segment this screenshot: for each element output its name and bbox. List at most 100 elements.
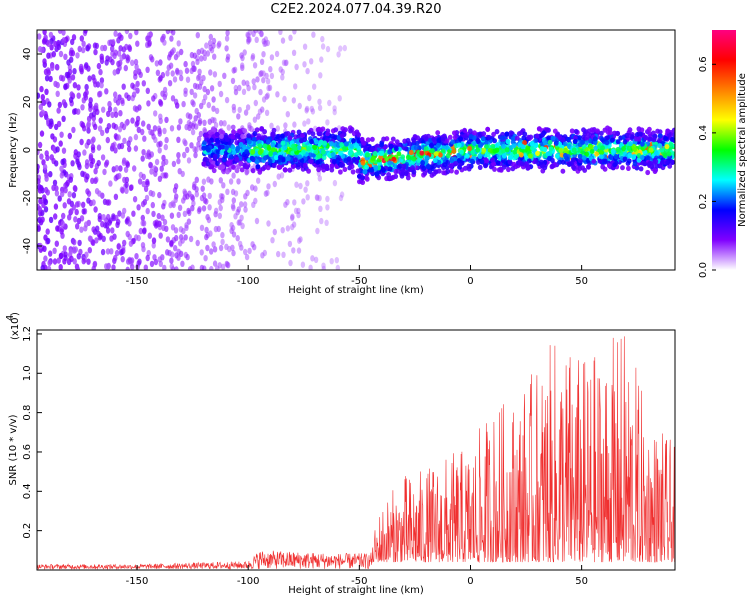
heatmap-noise-blob: [269, 54, 275, 61]
heatmap-noise-blob: [55, 146, 60, 153]
heatmap-noise-blob: [130, 59, 135, 66]
heatmap-noise-blob: [86, 120, 92, 128]
heatmap-noise-blob: [76, 84, 81, 91]
heatmap-noise-blob: [176, 124, 182, 131]
heatmap-noise-blob: [93, 81, 98, 88]
heatmap-noise-blob: [230, 188, 236, 196]
heatmap-band-blob: [279, 133, 285, 139]
heatmap-band-blob: [306, 146, 311, 152]
heatmap-noise-blob: [47, 259, 52, 267]
heatmap-noise-blob: [150, 56, 155, 63]
heatmap-noise-blob: [71, 126, 76, 134]
heatmap-band-blob: [275, 134, 280, 140]
heatmap-band-blob: [314, 139, 319, 145]
heatmap-noise-blob: [200, 185, 205, 192]
heatmap-noise-blob: [318, 72, 323, 79]
heatmap-band-blob: [514, 135, 520, 141]
heatmap-band-blob: [522, 131, 528, 137]
heatmap-band-blob: [526, 134, 531, 140]
heatmap-band-blob: [247, 139, 252, 145]
heatmap-band-blob: [231, 164, 236, 170]
heatmap-noise-blob: [298, 182, 303, 190]
heatmap-noise-blob: [252, 83, 257, 91]
heatmap-noise-blob: [63, 187, 68, 194]
heatmap-noise-blob: [121, 83, 126, 90]
heatmap-noise-blob: [249, 125, 254, 133]
heatmap-noise-blob: [280, 227, 285, 234]
heatmap-noise-blob: [224, 35, 230, 42]
heatmap-noise-blob: [196, 48, 201, 56]
heatmap-band-blob: [365, 137, 371, 143]
heatmap-noise-blob: [80, 104, 85, 111]
heatmap-noise-blob: [264, 93, 269, 100]
heatmap-noise-blob: [98, 90, 103, 98]
heatmap-band-blob: [256, 135, 261, 141]
heatmap-band-blob: [302, 162, 308, 169]
heatmap-noise-blob: [52, 247, 57, 254]
heatmap-noise-blob: [253, 197, 258, 205]
heatmap-noise-blob: [173, 196, 178, 204]
heatmap-noise-blob: [166, 64, 171, 71]
heatmap-band-blob: [659, 159, 665, 166]
heatmap-noise-blob: [142, 135, 147, 142]
heatmap-noise-blob: [302, 43, 308, 50]
heatmap-noise-blob: [111, 38, 116, 46]
heatmap-noise-blob: [90, 144, 96, 151]
heatmap-band-blob: [339, 133, 345, 139]
heatmap-band-blob: [492, 148, 498, 154]
heatmap-band-blob: [321, 149, 326, 155]
heatmap-noise-blob: [202, 265, 207, 270]
heatmap-noise-blob: [236, 178, 241, 185]
heatmap-noise-blob: [46, 237, 51, 245]
heatmap-noise-blob: [79, 226, 84, 233]
heatmap-band-blob: [581, 127, 586, 133]
heatmap-noise-blob: [37, 206, 42, 213]
heatmap-noise-blob: [135, 115, 141, 123]
heatmap-band-blob: [581, 143, 587, 149]
x-tick-label: 0: [467, 276, 473, 287]
heatmap-band-blob: [594, 151, 599, 157]
heatmap-noise-blob: [291, 97, 296, 104]
heatmap-band-blob: [445, 153, 451, 159]
heatmap-noise-blob: [140, 200, 146, 208]
heatmap-noise-blob: [124, 120, 129, 127]
heatmap-noise-blob: [252, 244, 257, 251]
heatmap-noise-blob: [114, 165, 120, 172]
heatmap-noise-blob: [76, 161, 82, 168]
heatmap-band-blob: [316, 153, 322, 159]
heatmap-band-blob: [620, 165, 625, 171]
heatmap-band-blob: [573, 128, 579, 135]
heatmap-band-blob: [615, 130, 620, 137]
heatmap-band-blob: [379, 142, 384, 148]
heatmap-band-blob: [580, 139, 585, 145]
heatmap-band-blob: [432, 163, 437, 169]
heatmap-noise-blob: [157, 147, 162, 154]
heatmap-noise-blob: [152, 254, 157, 261]
heatmap-noise-blob: [146, 123, 151, 130]
heatmap-band-blob: [359, 136, 365, 143]
heatmap-band-blob: [419, 150, 425, 156]
heatmap-noise-blob: [143, 264, 148, 270]
heatmap-noise-blob: [292, 121, 297, 128]
heatmap-noise-blob: [184, 67, 190, 74]
heatmap-noise-blob: [170, 251, 175, 258]
heatmap-band-blob: [645, 155, 651, 161]
heatmap-band-blob: [500, 135, 505, 141]
y-tick-label: -20: [22, 190, 33, 206]
heatmap-noise-blob: [112, 69, 117, 76]
heatmap-band-blob: [431, 136, 437, 142]
heatmap-noise-blob: [278, 66, 283, 73]
heatmap-noise-blob: [285, 199, 290, 206]
heatmap-band-blob: [600, 164, 606, 170]
heatmap-band-blob: [577, 157, 583, 164]
heatmap-noise-blob: [46, 52, 51, 59]
heatmap-noise-blob: [208, 69, 213, 76]
heatmap-noise-blob: [55, 225, 60, 232]
heatmap-band-blob: [427, 168, 433, 174]
heatmap-noise-blob: [126, 140, 131, 147]
heatmap-noise-blob: [60, 75, 66, 82]
heatmap-noise-blob: [76, 92, 81, 99]
heatmap-band-blob: [528, 153, 533, 159]
heatmap-band-blob: [433, 169, 439, 175]
heatmap-noise-blob: [193, 151, 198, 159]
